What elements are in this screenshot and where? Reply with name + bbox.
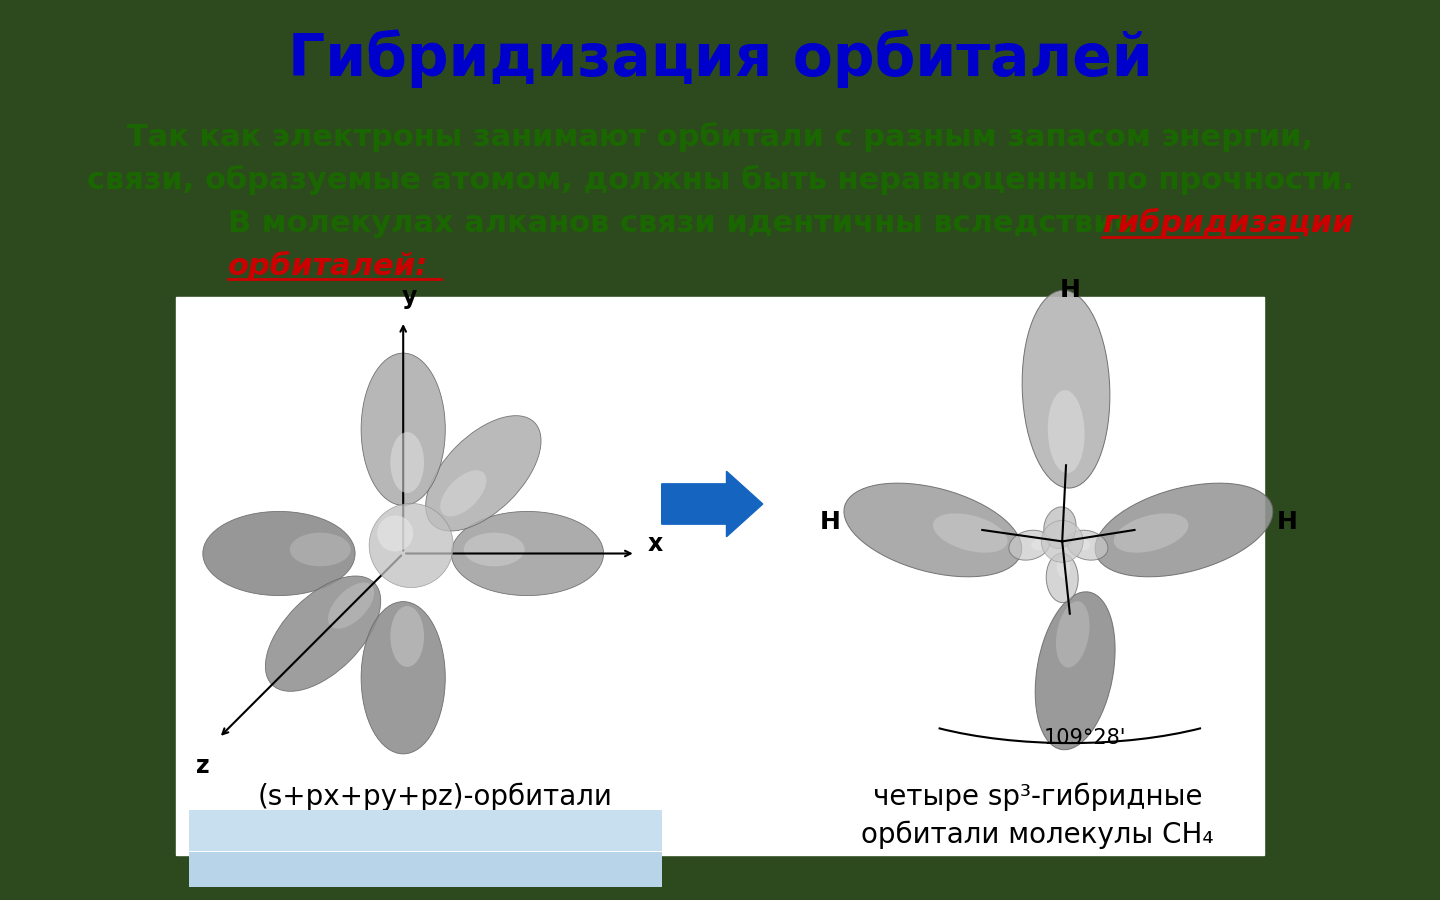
Text: гибридизации: гибридизации [1103,208,1354,238]
Ellipse shape [1041,520,1083,562]
Ellipse shape [377,516,413,552]
Ellipse shape [1048,390,1084,473]
Ellipse shape [265,576,380,691]
Text: y: y [402,285,418,309]
Ellipse shape [1067,530,1107,560]
Ellipse shape [1073,537,1090,550]
Ellipse shape [933,513,1008,553]
Ellipse shape [1113,513,1188,553]
FancyBboxPatch shape [176,297,1264,855]
Ellipse shape [1031,537,1048,550]
Text: H: H [819,510,841,535]
Text: Так как электроны занимают орбитали с разным запасом энергии,: Так как электроны занимают орбитали с ра… [127,122,1313,152]
Ellipse shape [361,353,445,506]
Ellipse shape [203,511,356,596]
Ellipse shape [361,601,445,754]
Text: четыре sp³-гибридные: четыре sp³-гибридные [873,782,1202,811]
Ellipse shape [1009,530,1050,560]
Ellipse shape [426,416,541,531]
FancyBboxPatch shape [189,810,661,850]
Ellipse shape [1094,483,1273,577]
FancyArrow shape [662,472,763,536]
Ellipse shape [1056,523,1068,540]
Ellipse shape [369,503,454,588]
Text: x: x [648,532,662,556]
Ellipse shape [441,471,487,517]
Ellipse shape [1035,592,1115,750]
Text: связи, образуемые атомом, должны быть неравноценны по прочности.: связи, образуемые атомом, должны быть не… [86,165,1354,195]
Ellipse shape [390,432,423,493]
Text: z: z [196,754,209,778]
Ellipse shape [1022,291,1110,488]
Text: 109°28': 109°28' [1044,728,1126,748]
Text: (s+px+py+pz)-орбитали: (s+px+py+pz)-орбитали [258,782,612,811]
Ellipse shape [1056,601,1090,668]
Text: орбитали молекулы CH₄: орбитали молекулы CH₄ [861,820,1214,849]
Text: В молекулах алканов связи идентичны вследствие: В молекулах алканов связи идентичны всле… [228,209,1145,238]
Text: Гибридизация орбиталей: Гибридизация орбиталей [288,29,1152,88]
Text: H: H [1060,277,1080,302]
Ellipse shape [1047,554,1079,603]
Ellipse shape [1057,557,1070,578]
Ellipse shape [289,533,351,566]
Ellipse shape [464,533,524,566]
FancyBboxPatch shape [189,852,661,886]
Ellipse shape [328,582,374,629]
Text: орбиталей:: орбиталей: [228,250,428,281]
Ellipse shape [390,606,423,667]
Text: H: H [1276,510,1297,535]
Ellipse shape [1044,507,1076,548]
Ellipse shape [844,483,1022,577]
Ellipse shape [451,511,603,596]
